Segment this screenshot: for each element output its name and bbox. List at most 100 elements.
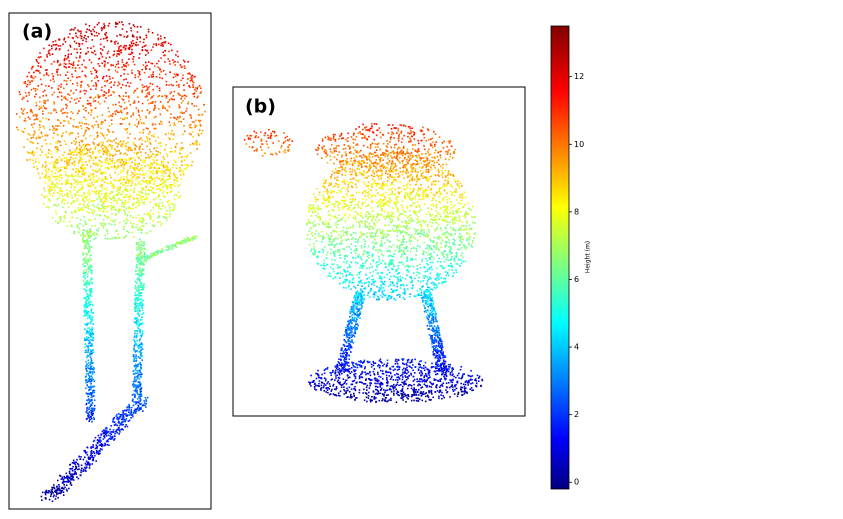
point (72, 217, 74, 219)
point (131, 43, 133, 45)
point (134, 321, 136, 323)
point (151, 76, 153, 78)
point (19, 116, 21, 118)
point (100, 190, 102, 192)
point (80, 81, 82, 83)
point (415, 254, 417, 256)
point (165, 41, 167, 43)
point (159, 88, 161, 90)
point (196, 140, 198, 142)
point (176, 118, 178, 120)
point (376, 299, 378, 301)
point (137, 224, 139, 226)
point (180, 80, 182, 82)
point (134, 345, 136, 347)
point (131, 413, 133, 415)
point (101, 225, 103, 227)
point (130, 189, 132, 191)
point (200, 92, 202, 94)
point (147, 87, 149, 89)
point (143, 123, 145, 125)
point (75, 102, 77, 104)
point (92, 444, 94, 446)
point (64, 141, 66, 143)
point (160, 57, 162, 59)
point (180, 174, 182, 176)
point (92, 142, 94, 144)
point (404, 194, 406, 196)
point (120, 183, 122, 185)
point (60, 218, 62, 220)
point (147, 52, 149, 54)
point (445, 281, 447, 283)
point (67, 121, 69, 123)
point (73, 460, 75, 462)
point (108, 25, 110, 27)
point (165, 50, 167, 52)
point (112, 104, 114, 106)
point (53, 132, 55, 134)
point (154, 162, 156, 164)
point (126, 146, 128, 148)
point (175, 161, 177, 163)
point (453, 227, 455, 229)
point (183, 112, 185, 114)
point (142, 189, 144, 191)
point (115, 209, 117, 211)
point (55, 495, 57, 497)
point (102, 202, 104, 204)
point (93, 441, 95, 443)
point (156, 162, 158, 164)
point (84, 201, 86, 203)
point (80, 155, 82, 157)
point (63, 157, 65, 159)
point (147, 137, 149, 139)
point (105, 198, 107, 200)
point (101, 87, 103, 89)
point (201, 91, 203, 93)
panel-b (233, 87, 525, 416)
point (108, 146, 110, 148)
point (118, 211, 120, 213)
point (57, 60, 59, 62)
point (25, 83, 27, 85)
point (111, 209, 113, 211)
point (49, 53, 51, 55)
point (123, 64, 125, 66)
point (46, 165, 48, 167)
point (103, 435, 105, 437)
point (96, 214, 98, 216)
point (96, 191, 98, 193)
point (61, 99, 63, 101)
point (69, 473, 71, 475)
point (139, 170, 141, 172)
point (145, 116, 147, 118)
point (397, 247, 399, 249)
point (124, 117, 126, 119)
point (67, 71, 69, 73)
point (100, 122, 102, 124)
point (62, 155, 64, 157)
point (163, 190, 165, 192)
point (139, 374, 141, 376)
point (66, 166, 68, 168)
point (135, 226, 137, 228)
point (55, 211, 57, 213)
point (24, 109, 26, 111)
point (447, 273, 449, 275)
point (96, 181, 98, 183)
point (158, 171, 160, 173)
point (408, 160, 410, 162)
point (63, 494, 65, 496)
point (111, 224, 113, 226)
point (112, 158, 114, 160)
point (140, 197, 142, 199)
point (167, 58, 169, 60)
point (375, 269, 377, 271)
point (96, 137, 98, 139)
point (119, 237, 121, 239)
point (121, 111, 123, 113)
point (139, 275, 141, 277)
point (88, 252, 90, 254)
point (64, 38, 66, 40)
